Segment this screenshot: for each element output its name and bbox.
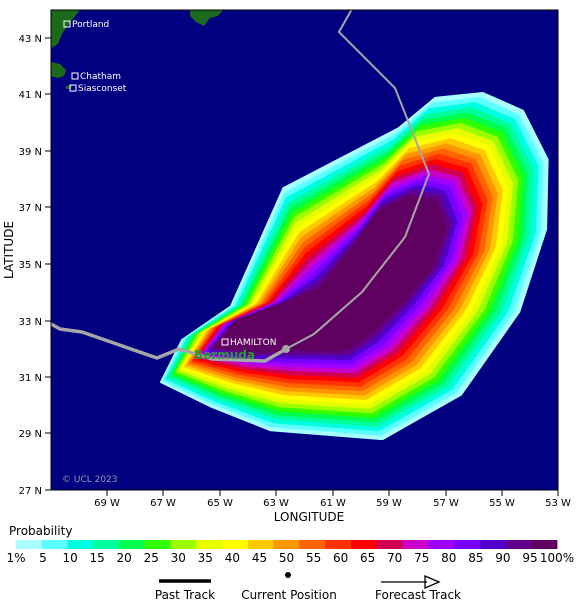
place-label: Portland	[72, 20, 109, 30]
latitude-axis-title: LATITUDE	[2, 221, 16, 279]
scale-label: 85	[468, 551, 483, 565]
land-new-england	[51, 10, 80, 48]
scale-swatch	[196, 540, 223, 549]
longitude-axis-title: LONGITUDE	[274, 510, 344, 524]
scale-swatch	[350, 540, 378, 549]
probability-scale	[16, 540, 558, 549]
place-label: Chatham	[80, 72, 121, 82]
current-position-symbol	[285, 572, 291, 578]
lon-tick-label: 59 W	[376, 498, 402, 509]
track-legend: Past Track Current Position Forecast Tra…	[155, 572, 461, 602]
scale-swatch	[67, 540, 94, 549]
place-marker	[69, 84, 77, 92]
scale-label: 45	[252, 551, 267, 565]
scale-label: 30	[171, 551, 186, 565]
place-marker	[71, 72, 79, 80]
lon-tick-label: 69 W	[94, 498, 120, 509]
scale-swatch	[479, 540, 506, 549]
past-track	[51, 322, 287, 363]
lat-tick-label: 39 N	[19, 147, 42, 158]
copyright-label: © UCL 2023	[62, 475, 118, 485]
probability-title: Probability	[9, 524, 72, 538]
place-marker	[221, 338, 229, 346]
scale-label: 60	[333, 551, 348, 565]
forecast-track-label: Forecast Track	[375, 588, 461, 602]
scale-swatch	[428, 540, 455, 549]
scale-label: 20	[117, 551, 132, 565]
lat-tick-label: 35 N	[19, 260, 42, 271]
scale-label: 80	[441, 551, 456, 565]
scale-label: 35	[198, 551, 213, 565]
lon-tick-label: 57 W	[433, 498, 459, 509]
scale-label: 5	[39, 551, 47, 565]
scale-swatch	[16, 540, 43, 549]
place-markers: Portland Chatham Siasconset HAMILTON	[63, 20, 276, 348]
scale-label: 95	[522, 551, 537, 565]
latitude-axis: 43 N 41 N 39 N 37 N 35 N 33 N 31 N 29 N 27 N	[19, 34, 51, 497]
scale-label: 25	[144, 551, 159, 565]
scale-swatch	[453, 540, 481, 549]
scale-swatch	[273, 540, 300, 549]
probability-contour	[213, 195, 447, 353]
scale-label: 50	[279, 551, 294, 565]
scale-swatch	[402, 540, 429, 549]
scale-label: 90	[495, 551, 510, 565]
lat-tick-label: 27 N	[19, 486, 42, 497]
scale-label: 10	[62, 551, 77, 565]
forecast-track	[285, 10, 431, 350]
scale-swatch	[247, 540, 275, 549]
lon-tick-label: 55 W	[489, 498, 515, 509]
scale-swatch	[325, 540, 352, 549]
probability-swath	[160, 92, 549, 441]
scale-label: 15	[90, 551, 105, 565]
place-label: Siasconset	[78, 84, 127, 94]
lat-tick-label: 33 N	[19, 317, 42, 328]
lon-tick-label: 65 W	[207, 498, 233, 509]
scale-label: 65	[360, 551, 375, 565]
past-track-label: Past Track	[155, 588, 215, 602]
island-label: Bermuda	[194, 348, 255, 362]
scale-swatch	[119, 540, 146, 549]
longitude-axis: 69 W 67 W 65 W 63 W 61 W 59 W 57 W 55 W 53 W	[94, 490, 571, 509]
scale-swatch	[144, 540, 171, 549]
scale-label: 1%	[6, 551, 25, 565]
lat-tick-label: 31 N	[19, 373, 42, 384]
scale-swatch	[41, 540, 68, 549]
scale-label: 40	[225, 551, 240, 565]
map-frame	[50, 9, 559, 491]
scale-label: 70	[387, 551, 402, 565]
land-cape-cod	[51, 62, 66, 78]
lon-tick-label: 53 W	[545, 498, 571, 509]
lon-tick-label: 61 W	[320, 498, 346, 509]
scale-label: 75	[414, 551, 429, 565]
lon-tick-label: 67 W	[150, 498, 176, 509]
scale-swatch	[376, 540, 403, 549]
scale-swatch	[505, 540, 532, 549]
lat-tick-label: 37 N	[19, 203, 42, 214]
land-masses	[51, 10, 223, 89]
lat-tick-label: 29 N	[19, 429, 42, 440]
place-marker	[63, 20, 71, 28]
lat-tick-label: 41 N	[19, 90, 42, 101]
current-position-marker	[282, 345, 290, 353]
land-maine	[190, 10, 223, 26]
current-position-label: Current Position	[241, 588, 337, 602]
scale-swatch	[93, 540, 120, 549]
probability-scale-labels: 1% 5 10 15 20 25 30 35 40 45 50 55 60 65 70 75 80 85 90 95 1…	[6, 551, 574, 565]
place-label: HAMILTON	[230, 338, 276, 348]
scale-swatch	[531, 540, 558, 549]
scale-label: 100%	[540, 551, 574, 565]
scale-swatch	[222, 540, 249, 549]
lon-tick-label: 63 W	[263, 498, 289, 509]
forecast-arrow-head	[424, 575, 441, 589]
scale-swatch	[170, 540, 197, 549]
lat-tick-label: 43 N	[19, 34, 42, 45]
scale-label: 55	[306, 551, 321, 565]
scale-swatch	[299, 540, 326, 549]
